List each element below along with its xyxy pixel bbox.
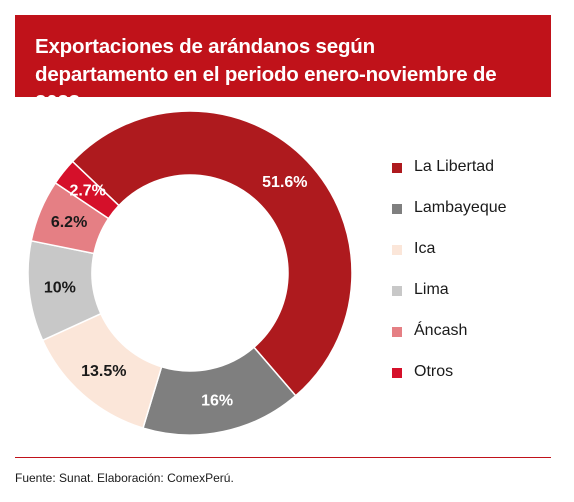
legend-item: Ica — [392, 240, 552, 260]
donut-slice-la-libertad — [71, 110, 353, 397]
data-label-áncash: 6.2% — [51, 214, 87, 231]
legend-item: Otros — [392, 363, 552, 383]
legend-label: Ica — [414, 240, 436, 257]
source-note: Fuente: Sunat. Elaboración: ComexPerú. — [15, 471, 234, 485]
legend-item: Lambayeque — [392, 199, 552, 219]
legend-swatch — [392, 286, 402, 296]
legend-label: Lima — [414, 281, 449, 298]
legend-swatch — [392, 245, 402, 255]
title-bar: Exportaciones de arándanos según departa… — [15, 15, 551, 114]
donut-chart: 51.6% 16% 13.5% 10% 6.2% 2.7% — [27, 110, 353, 436]
legend-label: Áncash — [414, 322, 468, 339]
data-label-la-libertad: 51.6% — [262, 174, 307, 191]
legend-swatch — [392, 204, 402, 214]
data-label-lambayeque: 16% — [201, 393, 233, 410]
data-label-otros: 2.7% — [69, 183, 105, 200]
legend-swatch — [392, 368, 402, 378]
legend-item: La Libertad — [392, 158, 552, 178]
legend-item: Lima — [392, 281, 552, 301]
legend-label: Otros — [414, 363, 454, 380]
legend-label: Lambayeque — [414, 199, 507, 216]
footer-divider — [15, 457, 551, 458]
donut-slice-otros — [54, 160, 120, 220]
data-label-ica: 13.5% — [81, 363, 126, 380]
chart-title: Exportaciones de arándanos según departa… — [35, 35, 497, 114]
legend-swatch — [392, 327, 402, 337]
legend-item: Áncash — [392, 322, 552, 342]
data-label-lima: 10% — [44, 279, 76, 296]
legend-swatch — [392, 163, 402, 173]
legend-label: La Libertad — [414, 158, 495, 175]
